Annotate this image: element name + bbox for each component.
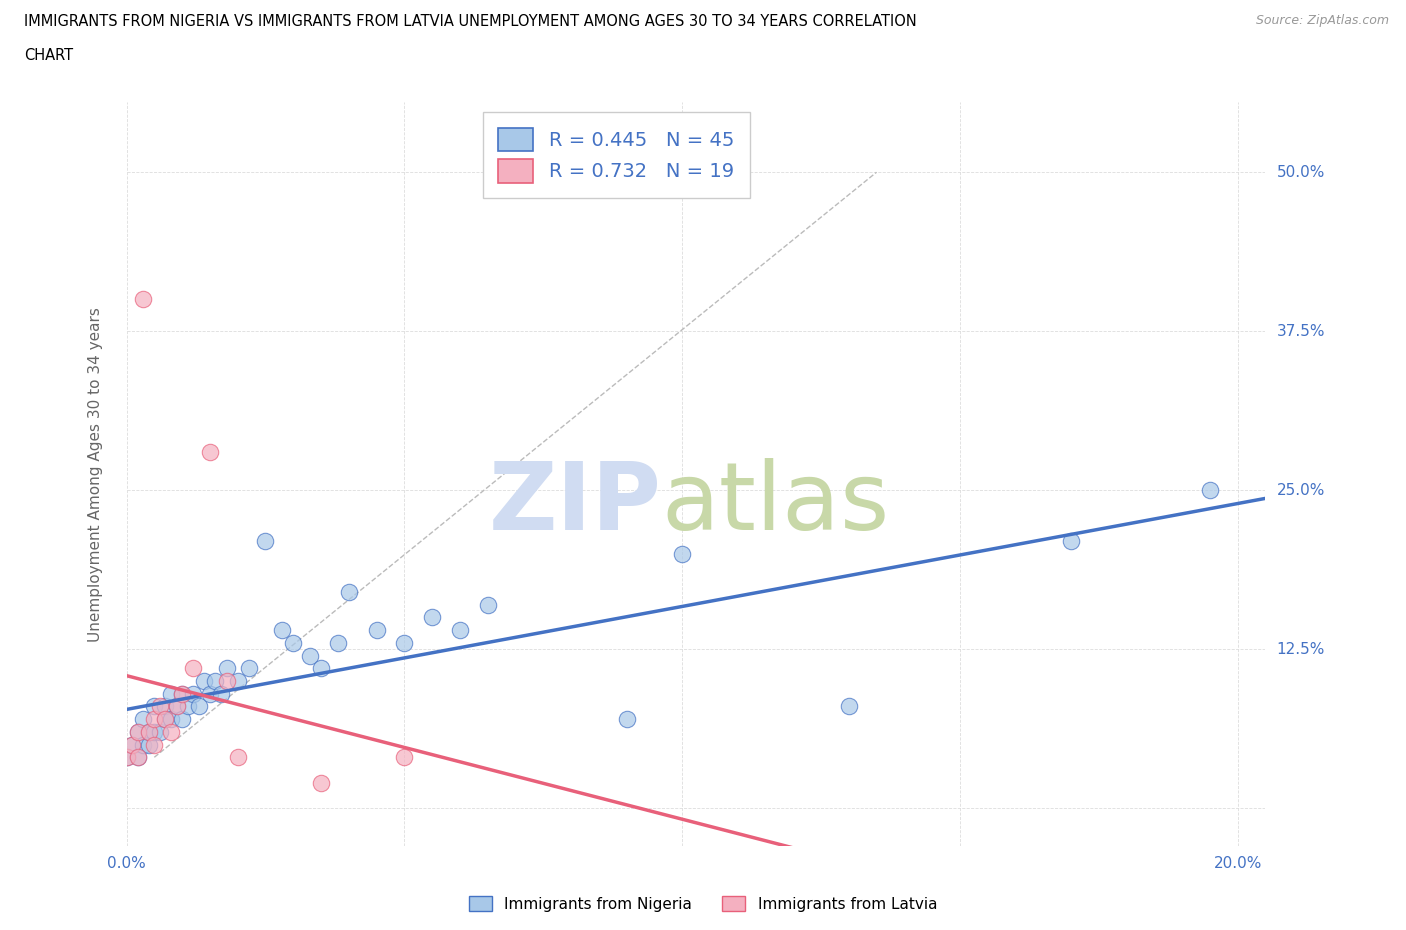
Point [254, 534, 277, 549]
Point [204, 673, 226, 688]
Point [187, 699, 209, 714]
Point [394, 750, 416, 764]
Point [155, 699, 177, 714]
Point [838, 699, 860, 714]
Point [671, 546, 693, 561]
Point [198, 445, 221, 459]
Text: 25.0%: 25.0% [1277, 483, 1326, 498]
Point [337, 584, 360, 599]
Point [366, 623, 388, 638]
Point [215, 661, 238, 676]
Point [166, 699, 188, 714]
Point [172, 686, 194, 701]
Point [198, 686, 221, 701]
Text: Source: ZipAtlas.com: Source: ZipAtlas.com [1256, 14, 1389, 27]
Point [226, 750, 249, 764]
Point [160, 711, 183, 726]
Point [127, 724, 149, 739]
Point [271, 623, 294, 638]
Point [127, 724, 149, 739]
Point [115, 750, 138, 764]
Point [172, 686, 194, 701]
Point [309, 776, 332, 790]
Point [283, 635, 305, 650]
Point [181, 661, 204, 676]
Legend: R = 0.445   N = 45, R = 0.732   N = 19: R = 0.445 N = 45, R = 0.732 N = 19 [482, 112, 749, 198]
Point [121, 737, 143, 752]
Point [138, 724, 160, 739]
Point [143, 711, 166, 726]
Text: atlas: atlas [662, 458, 890, 550]
Point [166, 699, 188, 714]
Point [394, 635, 416, 650]
Point [420, 610, 443, 625]
Point [143, 724, 166, 739]
Point [1060, 534, 1083, 549]
Point [121, 737, 143, 752]
Point [238, 661, 260, 676]
Point [149, 699, 172, 714]
Point [215, 673, 238, 688]
Point [127, 750, 149, 764]
Text: 12.5%: 12.5% [1277, 642, 1326, 657]
Point [172, 711, 194, 726]
Text: IMMIGRANTS FROM NIGERIA VS IMMIGRANTS FROM LATVIA UNEMPLOYMENT AMONG AGES 30 TO : IMMIGRANTS FROM NIGERIA VS IMMIGRANTS FR… [24, 14, 917, 29]
Text: 50.0%: 50.0% [1277, 165, 1326, 179]
Point [616, 711, 638, 726]
Point [132, 711, 155, 726]
Point [115, 750, 138, 764]
Legend: Immigrants from Nigeria, Immigrants from Latvia: Immigrants from Nigeria, Immigrants from… [463, 889, 943, 918]
Point [326, 635, 349, 650]
Point [309, 661, 332, 676]
Point [138, 724, 160, 739]
Point [193, 673, 215, 688]
Point [138, 737, 160, 752]
Point [160, 724, 183, 739]
Point [449, 623, 471, 638]
Text: ZIP: ZIP [489, 458, 662, 550]
Point [181, 686, 204, 701]
Point [132, 737, 155, 752]
Text: CHART: CHART [24, 48, 73, 63]
Point [155, 711, 177, 726]
Point [132, 292, 155, 307]
Point [477, 597, 499, 612]
Y-axis label: Unemployment Among Ages 30 to 34 years: Unemployment Among Ages 30 to 34 years [89, 307, 103, 642]
Point [226, 673, 249, 688]
Point [1198, 483, 1220, 498]
Point [155, 711, 177, 726]
Point [143, 699, 166, 714]
Point [160, 686, 183, 701]
Point [176, 699, 198, 714]
Point [127, 750, 149, 764]
Point [209, 686, 232, 701]
Point [298, 648, 321, 663]
Text: 37.5%: 37.5% [1277, 324, 1326, 339]
Point [149, 724, 172, 739]
Point [143, 737, 166, 752]
